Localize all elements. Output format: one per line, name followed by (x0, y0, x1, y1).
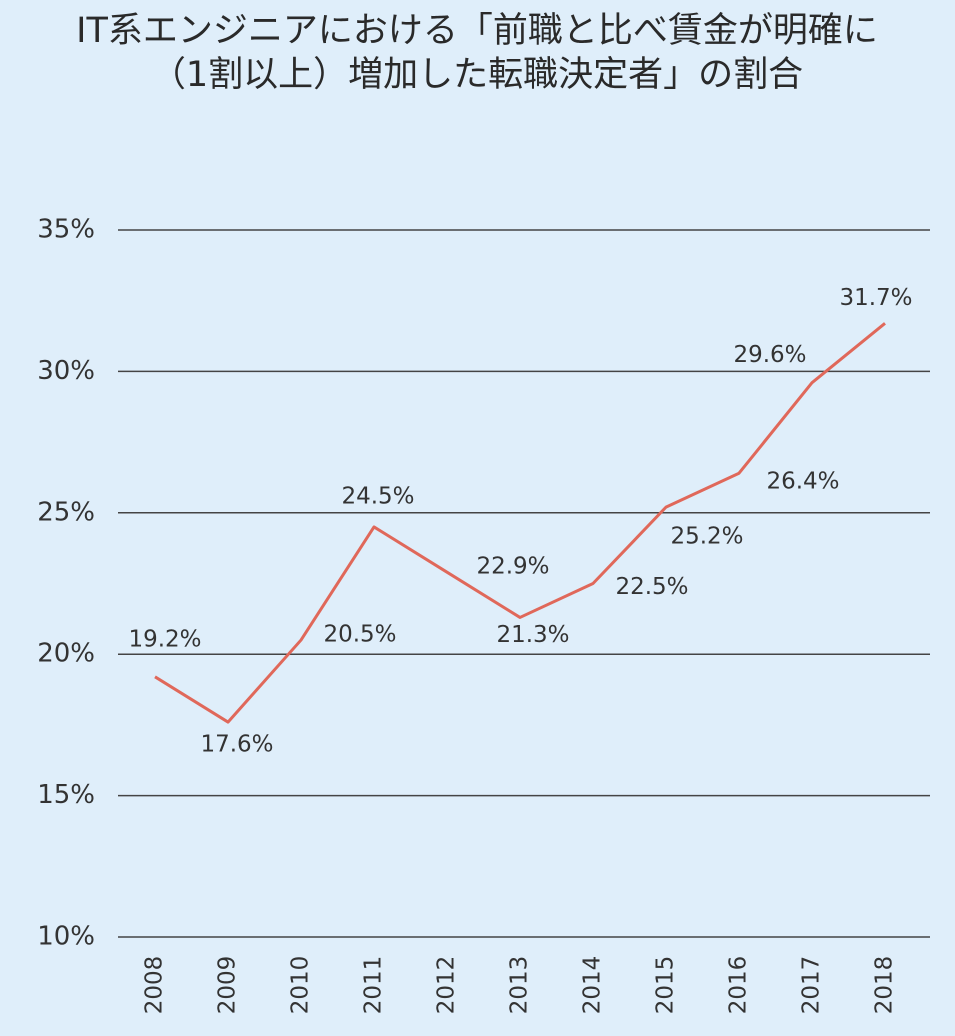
data-label: 21.3% (496, 622, 569, 648)
x-tick-label: 2018 (872, 956, 898, 1015)
data-label: 20.5% (323, 622, 396, 648)
y-tick-label: 30% (37, 356, 95, 386)
data-label: 22.5% (615, 574, 688, 600)
x-tick-label: 2017 (799, 956, 825, 1015)
y-tick-label: 15% (37, 780, 95, 810)
x-tick-label: 2015 (653, 956, 679, 1015)
y-tick-label: 20% (37, 639, 95, 669)
x-tick-label: 2013 (507, 956, 533, 1015)
x-tick-label: 2010 (288, 956, 314, 1015)
data-label: 31.7% (839, 285, 912, 311)
y-tick-label: 35% (37, 215, 95, 245)
data-label: 22.9% (476, 554, 549, 580)
chart-title: IT系エンジニアにおける「前職と比べ賃金が明確に (76, 11, 878, 51)
x-tick-label: 2012 (434, 956, 460, 1015)
x-tick-label: 2011 (361, 956, 387, 1015)
y-tick-label: 25% (37, 497, 95, 527)
x-tick-label: 2016 (726, 956, 752, 1015)
data-label: 25.2% (670, 524, 743, 550)
x-tick-label: 2009 (215, 956, 241, 1015)
x-tick-label: 2008 (142, 956, 168, 1015)
y-tick-label: 10% (37, 922, 95, 952)
x-tick-label: 2014 (580, 956, 606, 1015)
data-label: 24.5% (341, 483, 414, 509)
data-line (154, 322, 886, 724)
data-label: 29.6% (733, 342, 806, 368)
data-label: 17.6% (200, 732, 273, 758)
chart-title: （1割以上）増加した転職決定者」の割合 (151, 55, 803, 95)
data-label: 26.4% (766, 469, 839, 495)
data-label: 19.2% (128, 626, 201, 652)
